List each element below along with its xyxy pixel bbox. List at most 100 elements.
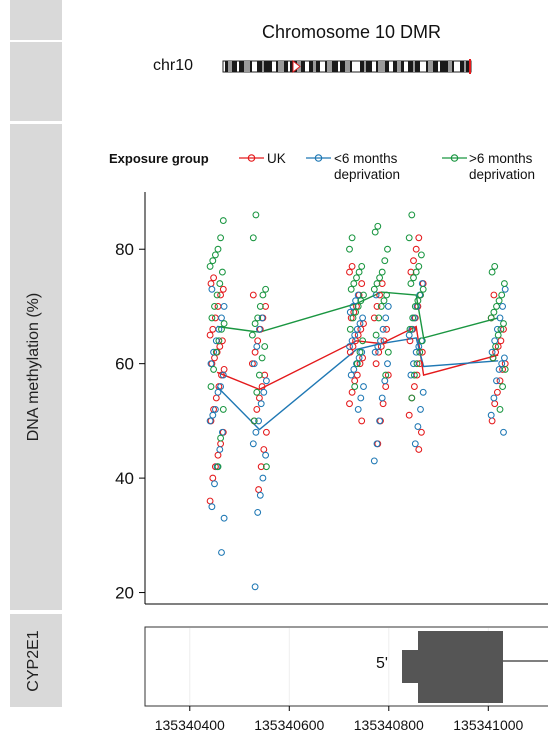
data-point [408, 211, 416, 219]
data-point [496, 314, 504, 322]
data-point [251, 583, 259, 591]
data-point [212, 348, 220, 356]
data-point [352, 308, 360, 316]
data-point [211, 302, 218, 310]
legend-swatch-under-6-months [306, 154, 331, 162]
data-point [382, 371, 390, 379]
data-point [219, 217, 227, 225]
data-point [252, 428, 260, 436]
data-point [414, 297, 422, 305]
data-point [216, 446, 224, 453]
data-point [494, 343, 502, 350]
data-point [499, 302, 507, 310]
data-point [220, 514, 228, 522]
data-point [501, 365, 509, 373]
data-point [218, 549, 225, 556]
data-point [371, 228, 379, 236]
data-point [212, 337, 220, 345]
data-point [218, 314, 225, 322]
data-point [260, 446, 268, 453]
data-point [414, 423, 422, 431]
data-point [353, 274, 360, 282]
data-point [255, 325, 263, 333]
data-point [407, 371, 415, 379]
data-point [262, 377, 270, 385]
x-tick-label: 135341000 [453, 717, 523, 733]
data-point [357, 297, 365, 305]
data-point [407, 280, 415, 288]
data-point [374, 222, 382, 230]
data-point [251, 348, 259, 356]
data-point [405, 234, 413, 242]
data-point [254, 314, 262, 322]
data-point [491, 262, 499, 270]
data-point [208, 503, 216, 511]
data-point [214, 451, 222, 459]
data-point [501, 285, 509, 293]
data-point [490, 291, 498, 299]
data-track-side-bar [10, 124, 62, 610]
data-point [489, 354, 497, 362]
legend-title: Exposure group [109, 151, 209, 166]
data-point [415, 234, 423, 242]
y-tick-label-40: 40 [115, 469, 134, 488]
data-point [417, 405, 424, 413]
data-point [351, 377, 359, 385]
data-point [408, 394, 416, 402]
data-point [206, 262, 214, 270]
data-point [375, 314, 383, 322]
data-point [255, 394, 263, 402]
data-point [250, 417, 258, 425]
data-point [262, 285, 270, 293]
data-point [376, 417, 384, 425]
data-point [380, 297, 388, 305]
data-point [406, 325, 414, 333]
data-point [412, 268, 420, 276]
data-point [353, 371, 361, 379]
data-point [493, 388, 501, 396]
data-point [418, 337, 426, 345]
data-point [210, 274, 218, 282]
data-point [498, 360, 506, 368]
data-point [488, 348, 496, 356]
data-point [346, 268, 353, 276]
data-point [384, 348, 392, 356]
data-point [359, 314, 367, 322]
data-point [412, 348, 420, 356]
data-point [488, 417, 496, 425]
data-point [210, 365, 218, 373]
data-point [220, 302, 228, 310]
data-point [253, 343, 261, 350]
data-point [370, 314, 378, 322]
data-point [410, 371, 418, 379]
data-point [376, 274, 384, 282]
data-point [257, 400, 265, 408]
y-tick-label-80: 80 [115, 240, 134, 259]
data-point [413, 360, 421, 368]
legend-label-uk: UK [267, 151, 286, 166]
data-point [346, 325, 354, 333]
data-point [373, 440, 381, 448]
data-point [360, 383, 367, 391]
data-point [214, 388, 222, 396]
data-point [491, 400, 499, 408]
data-point [371, 348, 379, 356]
data-point [381, 377, 389, 385]
data-point [419, 388, 427, 396]
data-point [254, 508, 262, 516]
data-point [217, 234, 225, 242]
data-point [350, 280, 358, 288]
data-point [257, 463, 265, 471]
data-point [216, 343, 224, 350]
data-point [211, 480, 218, 488]
data-point [209, 325, 217, 333]
data-point [208, 314, 216, 322]
data-point [373, 280, 381, 288]
chromosome-ideogram [222, 59, 472, 74]
data-point [207, 360, 215, 368]
legend-swatch-uk [239, 154, 264, 162]
data-point [411, 302, 419, 310]
data-point [249, 291, 257, 299]
data-point [378, 280, 386, 288]
data-point [500, 280, 508, 288]
